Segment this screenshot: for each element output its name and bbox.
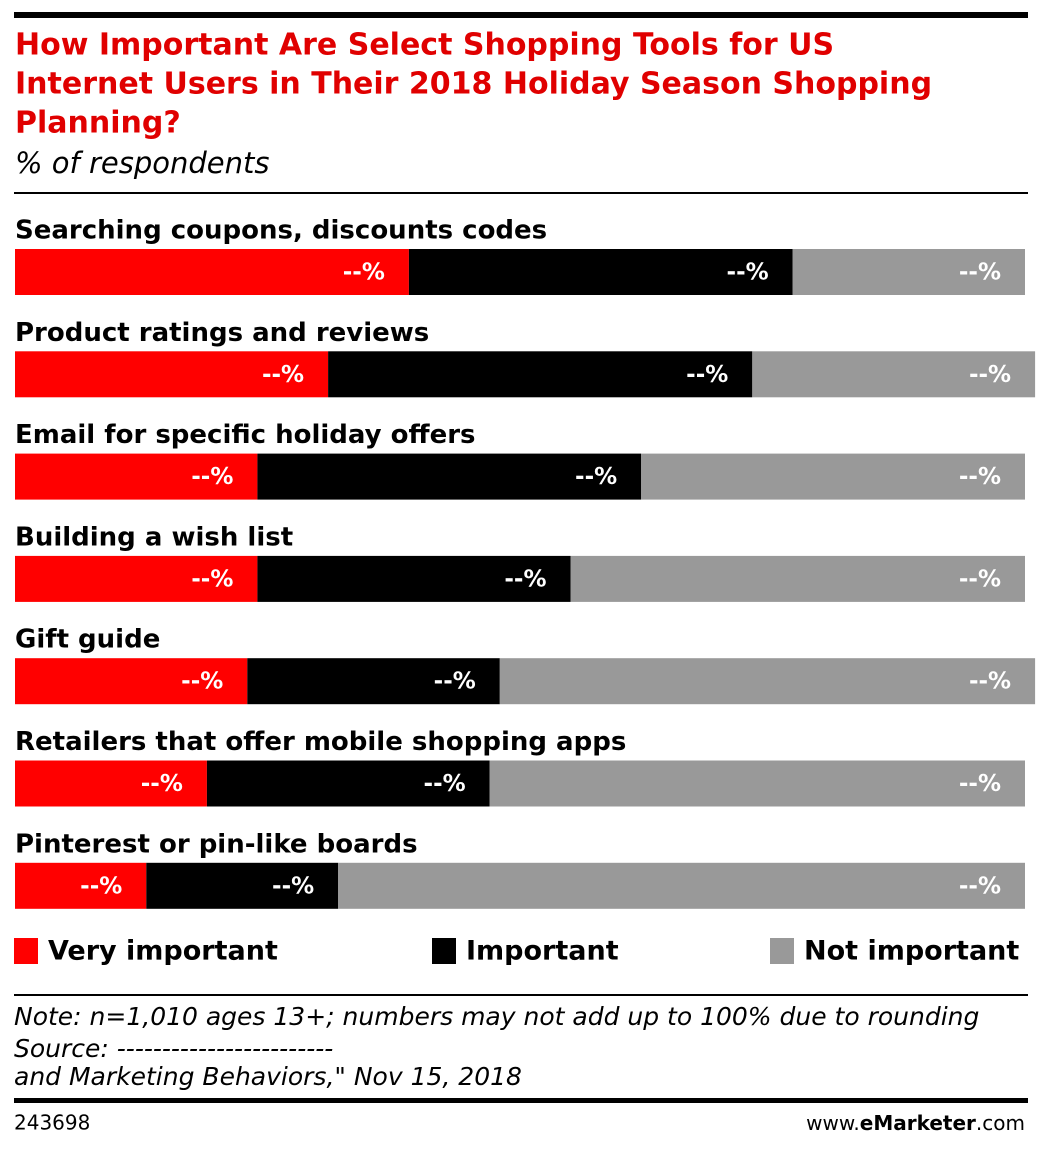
- bar-segment: [408, 249, 793, 295]
- bar-segment: [641, 453, 1025, 500]
- value-label: --%: [141, 771, 183, 797]
- value-label: --%: [959, 464, 1001, 490]
- value-label: --%: [191, 566, 233, 592]
- bar-segment: [247, 658, 500, 705]
- value-label: --%: [272, 873, 314, 899]
- chart-id: 243698: [14, 1111, 90, 1135]
- chart-title: Planning?: [15, 106, 181, 141]
- bar-segment: [752, 351, 1036, 398]
- value-label: --%: [181, 669, 223, 695]
- value-label: --%: [575, 464, 617, 490]
- bottom-rule: [14, 1098, 1028, 1103]
- rule: [14, 994, 1028, 996]
- bar-segment: [15, 862, 147, 909]
- bar-segment: [15, 760, 207, 807]
- value-label: --%: [262, 362, 304, 388]
- value-label: --%: [969, 362, 1011, 388]
- category-label: Searching coupons, discounts codes: [15, 216, 547, 246]
- category-label: Retailers that offer mobile shopping app…: [15, 727, 626, 757]
- legend-label: Very important: [48, 936, 278, 967]
- value-label: --%: [504, 566, 546, 592]
- value-label: --%: [727, 260, 769, 286]
- source: and Marketing Behaviors," Nov 15, 2018: [14, 1062, 522, 1091]
- bar-segment: [499, 658, 1036, 705]
- value-label: --%: [959, 260, 1001, 286]
- chart-subtitle: % of respondents: [15, 146, 269, 180]
- bar-segment: [257, 453, 642, 500]
- value-label: --%: [80, 873, 122, 899]
- bar-segment: [146, 862, 339, 909]
- category-label: Gift guide: [15, 625, 160, 655]
- bar-segment: [257, 555, 571, 602]
- legend-swatch: [432, 938, 456, 964]
- value-label: --%: [959, 566, 1001, 592]
- bar-segment: [15, 453, 258, 500]
- rule: [14, 192, 1028, 194]
- legend-swatch: [14, 938, 38, 964]
- bar-segment: [489, 760, 1025, 807]
- website-part: .com: [976, 1111, 1025, 1135]
- bar-segment: [15, 658, 248, 705]
- bar-segment: [15, 351, 329, 398]
- website: www.eMarketer.com: [806, 1111, 1025, 1135]
- category-label: Product ratings and reviews: [15, 318, 429, 348]
- bar-segment: [206, 760, 490, 807]
- value-label: --%: [424, 771, 466, 797]
- chart-title: How Important Are Select Shopping Tools …: [15, 28, 834, 63]
- bar-segment: [792, 249, 1025, 295]
- chart-title: Internet Users in Their 2018 Holiday Sea…: [15, 67, 932, 102]
- bar-segment: [338, 862, 1025, 909]
- website-part: www.: [806, 1111, 860, 1135]
- top-rule: [14, 12, 1028, 18]
- value-label: --%: [434, 669, 476, 695]
- value-label: --%: [959, 771, 1001, 797]
- legend-swatch: [770, 938, 794, 964]
- category-label: Building a wish list: [15, 522, 293, 552]
- bar-segment: [328, 351, 753, 398]
- value-label: --%: [686, 362, 728, 388]
- bar-segment: [15, 249, 409, 295]
- note: Note: n=1,010 ages 13+; numbers may not …: [14, 1002, 979, 1031]
- website-brand: eMarketer: [860, 1111, 976, 1135]
- category-label: Email for specific holiday offers: [15, 420, 476, 450]
- legend-label: Not important: [804, 936, 1019, 967]
- bar-segment: [15, 555, 258, 602]
- source: Source: ------------------------: [14, 1034, 333, 1063]
- value-label: --%: [969, 669, 1011, 695]
- value-label: --%: [959, 873, 1001, 899]
- category-label: Pinterest or pin-like boards: [15, 829, 418, 859]
- legend-label: Important: [466, 936, 619, 967]
- value-label: --%: [343, 260, 385, 286]
- value-label: --%: [191, 464, 233, 490]
- bar-segment: [570, 555, 1025, 602]
